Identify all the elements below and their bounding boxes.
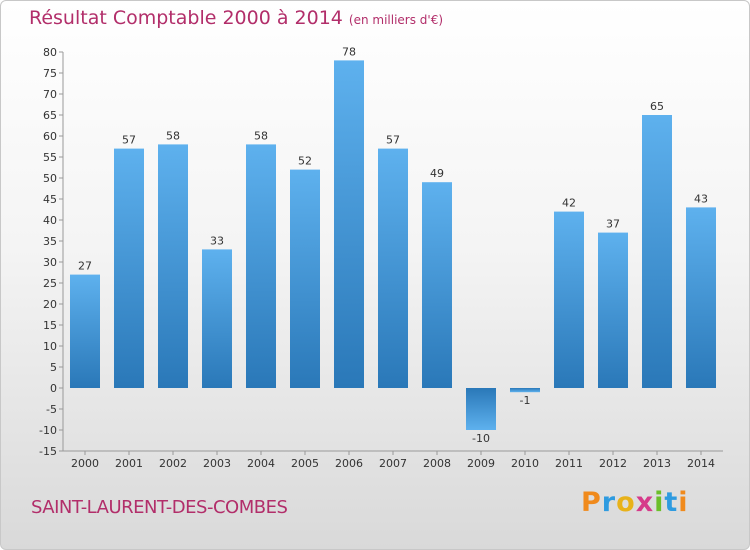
y-tick-label: -5 [46,403,57,416]
y-tick-label: 0 [50,382,57,395]
y-tick-label: -10 [39,424,57,437]
y-tick-label: 40 [43,214,57,227]
logo-letter: o [616,487,636,518]
bar-value-label: 57 [122,134,136,147]
y-tick-label: -15 [39,445,57,458]
bar-value-label: 42 [562,197,576,210]
logo-letter: P [581,487,602,518]
y-tick-label: 20 [43,298,57,311]
x-tick-label: 2000 [71,457,99,470]
bar [510,388,540,393]
bar-value-label: 58 [166,129,180,142]
x-tick-label: 2014 [687,457,715,470]
x-tick-label: 2004 [247,457,275,470]
x-tick-label: 2005 [291,457,319,470]
y-tick-label: 5 [50,361,57,374]
y-tick-label: 55 [43,151,57,164]
bar [114,148,144,388]
bar-value-label: 52 [298,155,312,168]
bar-value-label: -10 [472,432,490,445]
chart-unit: (en milliers d'€) [348,13,444,27]
y-tick-label: 10 [43,340,57,353]
bar-value-label: 58 [254,129,268,142]
bar-value-label: 27 [78,260,92,273]
bar-value-label: -1 [520,394,531,407]
bar [246,144,276,388]
logo-letter: i [654,487,665,518]
bar [290,169,320,388]
x-tick-label: 2001 [115,457,143,470]
y-tick-label: 15 [43,319,57,332]
bar [70,274,100,388]
commune-name: SAINT-LAURENT-DES-COMBES [31,497,288,518]
bar [378,148,408,388]
y-tick-label: 80 [43,46,57,59]
y-tick-label: 50 [43,172,57,185]
bar-value-label: 49 [430,167,444,180]
y-tick-label: 60 [43,130,57,143]
x-tick-label: 2012 [599,457,627,470]
y-tick-label: 30 [43,256,57,269]
logo-letter: i [678,487,689,518]
bar [598,232,628,388]
proxiti-logo: Proxiti [581,487,689,518]
chart-title: Résultat Comptable 2000 à 2014 (en millie… [29,7,443,29]
y-tick-label: 75 [43,67,57,80]
bar [334,60,364,389]
x-tick-label: 2009 [467,457,495,470]
x-tick-label: 2010 [511,457,539,470]
bar-value-label: 43 [694,192,708,205]
x-tick-label: 2003 [203,457,231,470]
bar [642,115,672,388]
x-tick-label: 2007 [379,457,407,470]
y-tick-label: 45 [43,193,57,206]
x-tick-label: 2011 [555,457,583,470]
x-tick-label: 2002 [159,457,187,470]
bar [466,388,496,430]
bar-value-label: 33 [210,234,224,247]
bar-value-label: 65 [650,100,664,113]
y-tick-label: 70 [43,88,57,101]
chart-title-text: Résultat Comptable 2000 à 2014 [29,7,343,29]
x-tick-label: 2008 [423,457,451,470]
y-tick-label: 25 [43,277,57,290]
logo-letter: r [601,487,617,518]
x-tick-label: 2013 [643,457,671,470]
axes: -15 -10 -5 0 5 10 15 20 25 30 35 40 45 50 55 60 65 70 75 80… [39,46,723,470]
y-tick-label: 35 [43,235,57,248]
bar-value-label: 57 [386,134,400,147]
bar-value-label: 78 [342,45,356,58]
bar [686,207,716,388]
bar [202,249,232,388]
bar-value-label: 37 [606,218,620,231]
bar [158,144,188,388]
bar [554,211,584,388]
x-tick-label: 2006 [335,457,363,470]
y-tick-label: 65 [43,109,57,122]
logo-letter: x [635,487,655,518]
bar [422,182,452,388]
logo-letter: t [664,487,679,518]
bars: 27 57 58 33 58 52 78 57 49 -10 -1 42 37 65 43 [70,45,716,445]
